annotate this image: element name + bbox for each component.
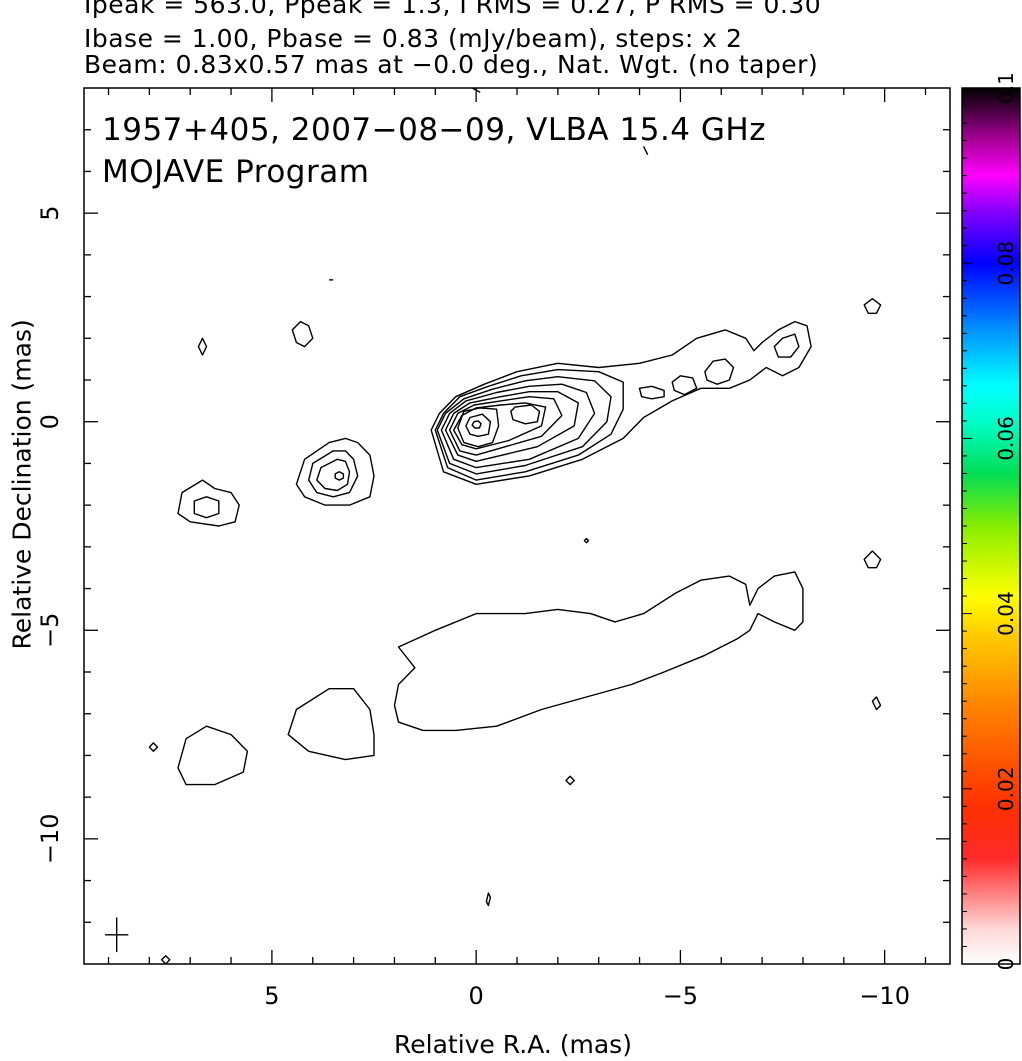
x-tick-label: −10 [859,982,910,1010]
contour-knot [704,358,735,385]
contour-lower_jet [177,725,249,786]
contour-core [471,420,482,429]
contour-noise [871,696,882,711]
beam-marker [105,917,129,953]
contour-knot [773,333,800,358]
colorbar-tick-label: 0 [994,958,1018,971]
colorbar-tick-label: 0.1 [994,72,1018,104]
y-tick-label: −10 [36,814,64,865]
contour-noise [291,320,314,348]
contour-noise [197,337,208,356]
colorbar-tick-label: 0.06 [994,416,1018,461]
y-axis-label: Relative Declination (mas) [7,319,37,650]
contour-lower_jet [393,571,804,732]
x-tick-label: 0 [469,982,484,1010]
contour-knot [638,385,665,400]
contour-blob_east [334,471,345,481]
x-tick-label: −5 [663,982,698,1010]
contour-core [465,413,492,437]
contour-blob_east [316,458,351,492]
contour-jet [453,402,547,450]
contour-noise [565,775,575,786]
plot-border [83,87,951,965]
plot-frame [83,87,951,965]
contour-jet [444,391,579,462]
colorbar-ticks: 0 0.02 0.04 0.06 0.08 0.1 [962,72,1018,970]
y-tick-label: 5 [36,206,64,221]
contour-lines [148,88,882,964]
contour-blob_east [193,496,220,519]
y-tick-label: −5 [36,613,64,648]
header-line-beam: Beam: 0.83x0.57 mas at −0.0 deg., Nat. W… [84,50,819,79]
header-line-peak: Ipeak = 563.0, Ppeak = 1.3, I RMS = 0.27… [84,0,822,19]
contour-noise [148,742,159,752]
contour-noise [642,146,649,156]
contour-jet [436,376,612,475]
header-line-base: Ibase = 1.00, Pbase = 0.83 (mJy/beam), s… [84,24,743,53]
axis-ticks: 5 0 −5 −10 5 0 −5 −10 [36,88,950,1010]
contour-noise [863,550,882,569]
contour-jet [434,368,624,481]
contour-blob_east [308,450,359,498]
contour-knot [510,404,541,425]
contour-lower_jet [287,688,375,761]
source-label: 1957+405, 2007−08−09, VLBA 15.4 GHz [102,112,766,148]
y-tick-label: 0 [36,414,64,429]
contour-blob_east [295,437,375,506]
x-tick-label: 5 [264,982,279,1010]
contour-knot [671,375,698,396]
contour-jet [448,396,563,456]
contour-jet [440,383,596,469]
program-label: MOJAVE Program [102,154,370,190]
colorbar-tick-label: 0.04 [994,591,1018,636]
contour-jet [430,320,812,485]
contour-core [457,407,500,448]
contour-noise [485,892,492,907]
colorbar-tick-label: 0.08 [994,241,1018,286]
contour-blob_east [177,479,240,527]
contour-noise [160,955,171,964]
colorbar-tick-label: 0.02 [994,767,1018,812]
colorbar [961,87,1021,965]
x-axis-label: Relative R.A. (mas) [394,1030,632,1059]
contour-noise [583,537,590,544]
contour-noise [863,298,882,314]
